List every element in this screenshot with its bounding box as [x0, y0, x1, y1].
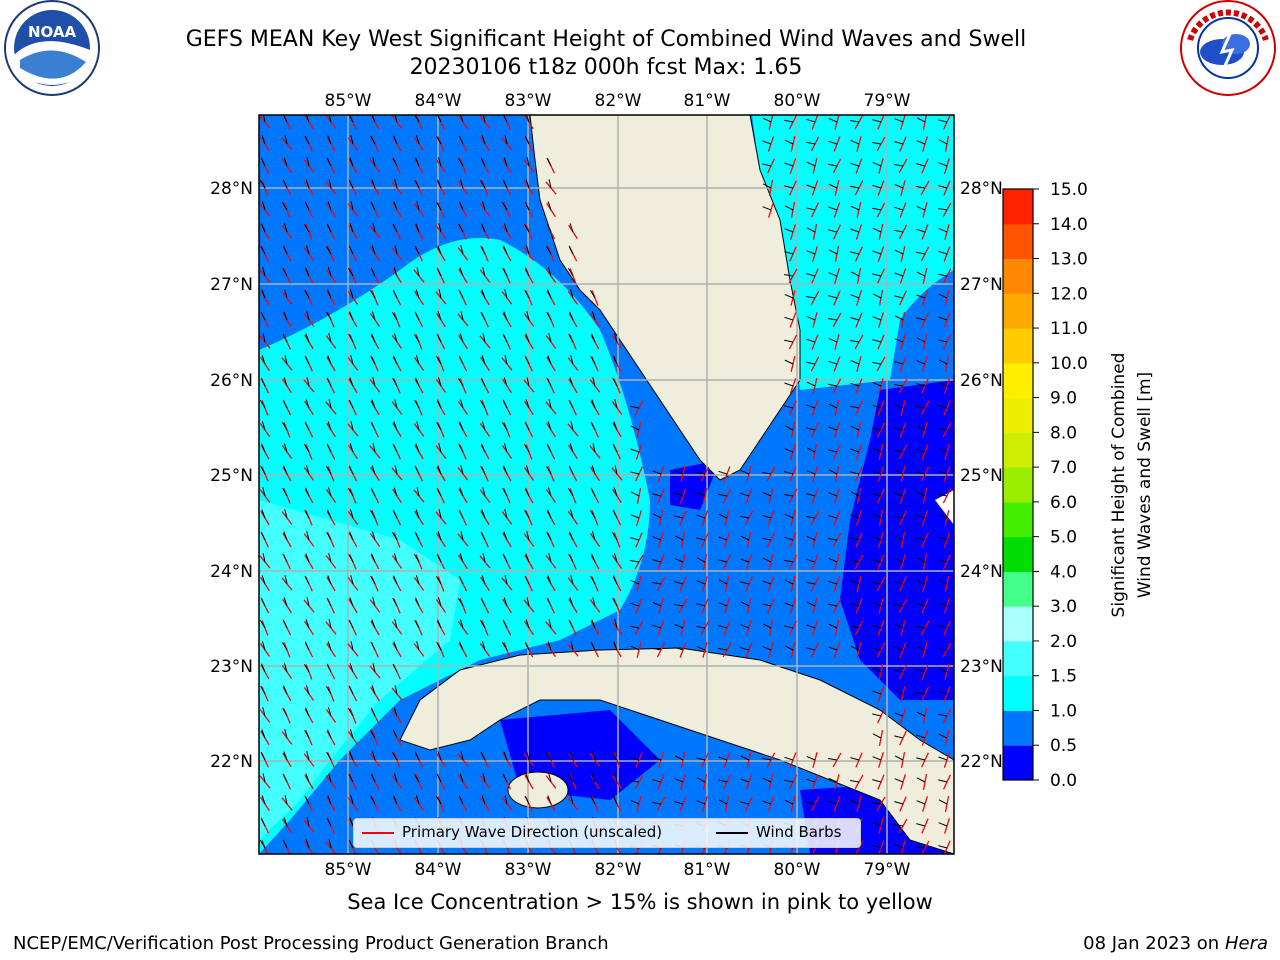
credit-left: NCEP/EMC/Verification Post Processing Pr… [13, 933, 609, 954]
lon-label-bottom: 82°W [595, 860, 642, 880]
lon-label-top: 79°W [864, 91, 911, 111]
lat-label-right: 26°N [960, 371, 1003, 391]
credit-right: 08 Jan 2023 on Hera [1083, 933, 1268, 954]
sea-ice-note: Sea Ice Concentration > 15% is shown in … [347, 890, 933, 914]
colorbar-tick-label: 6.0 [1050, 493, 1077, 513]
credit-date: 08 Jan 2023 on [1083, 933, 1225, 954]
lon-label-top: 85°W [325, 91, 372, 111]
noaa-logo-text: NOAA [28, 23, 77, 41]
colorbar-segment [1003, 536, 1033, 572]
lat-label-left: 22°N [210, 752, 253, 772]
colorbar-segment [1003, 189, 1033, 225]
lat-label-left: 25°N [210, 466, 253, 486]
colorbar-tick-label: 8.0 [1050, 423, 1077, 443]
legend-barb-label: Wind Barbs [756, 823, 842, 841]
colorbar-tick-label: 9.0 [1050, 389, 1077, 409]
colorbar-segment [1003, 571, 1033, 607]
lon-label-top: 82°W [595, 91, 642, 111]
colorbar-tick-label: 0.5 [1050, 736, 1077, 756]
lon-label-top: 83°W [505, 91, 552, 111]
lon-label-bottom: 81°W [684, 860, 731, 880]
lat-label-right: 25°N [960, 466, 1003, 486]
colorbar-tick-label: 4.0 [1050, 562, 1077, 582]
colorbar-segment [1003, 362, 1033, 399]
colorbar-tick-label: 5.0 [1050, 528, 1077, 548]
colorbar-tick-label: 2.0 [1050, 632, 1077, 652]
colorbar-tick-label: 12.0 [1050, 284, 1088, 304]
colorbar-segment [1003, 501, 1033, 538]
lat-label-right: 27°N [960, 275, 1003, 295]
lat-label-left: 23°N [210, 657, 253, 677]
lat-label-left: 26°N [210, 371, 253, 391]
barb-line-icon [716, 831, 748, 834]
lat-label-left: 24°N [210, 562, 253, 582]
colorbar-segment [1003, 640, 1033, 677]
colorbar-segment [1003, 745, 1033, 781]
colorbar-tick-label: 7.0 [1050, 458, 1077, 478]
legend-wave-entry: Primary Wave Direction (unscaled) [362, 823, 662, 841]
lat-label-right: 23°N [960, 657, 1003, 677]
colorbar-tick-label: 10.0 [1050, 354, 1088, 374]
colorbar-tick-label: 3.0 [1050, 597, 1077, 617]
colorbar-tick-label: 11.0 [1050, 319, 1088, 339]
lon-label-bottom: 85°W [325, 860, 372, 880]
colorbar-segment [1003, 328, 1033, 364]
colorbar-tick-label: 1.5 [1050, 667, 1077, 687]
chart-title: GEFS MEAN Key West Significant Height of… [185, 27, 1027, 52]
wave-line-icon [362, 831, 394, 834]
colorbar-tick-label: 14.0 [1050, 215, 1088, 235]
legend-wave-label: Primary Wave Direction (unscaled) [402, 823, 663, 841]
lon-label-bottom: 83°W [505, 860, 552, 880]
colorbar-segment [1003, 258, 1033, 294]
colorbar-segment [1003, 223, 1033, 260]
lat-label-left: 27°N [210, 275, 253, 295]
colorbar-segment [1003, 467, 1033, 503]
lat-label-right: 22°N [960, 752, 1003, 772]
noaa-logo: NOAA [4, 0, 100, 96]
colorbar-segment [1003, 675, 1033, 711]
chart-subtitle: 20230106 t18z 000h fcst Max: 1.65 [409, 55, 803, 80]
map-legend: Primary Wave Direction (unscaled) Wind B… [353, 818, 861, 848]
colorbar-segment [1003, 293, 1033, 329]
lat-label-left: 28°N [210, 179, 253, 199]
credit-host: Hera [1224, 933, 1268, 954]
lat-label-right: 28°N [960, 179, 1003, 199]
colorbar-segment [1003, 710, 1033, 746]
lon-label-bottom: 79°W [864, 860, 911, 880]
lon-label-bottom: 80°W [774, 860, 821, 880]
lat-label-right: 24°N [960, 562, 1003, 582]
colorbar-tick-label: 1.0 [1050, 701, 1077, 721]
colorbar-label-line2: Wind Waves and Swell [m] [1135, 372, 1155, 598]
colorbar-tick-label: 15.0 [1050, 180, 1088, 200]
colorbar-segment [1003, 606, 1033, 642]
colorbar-segment [1003, 397, 1033, 433]
nws-logo [1180, 0, 1276, 96]
legend-barb-entry: Wind Barbs [716, 823, 841, 841]
colorbar: 0.0 0.5 1.0 1.5 2.0 3.0 4.0 5.0 6.0 7.0 8.0 9.0 10.0… [1002, 180, 1088, 791]
lon-label-top: 84°W [415, 91, 462, 111]
lon-label-top: 81°W [684, 91, 731, 111]
map-area [259, 115, 954, 854]
lon-label-top: 80°W [774, 91, 821, 111]
colorbar-tick-label: 0.0 [1050, 771, 1077, 791]
colorbar-segment [1003, 432, 1033, 468]
colorbar-label-line1: Significant Height of Combined [1109, 353, 1129, 618]
lon-label-bottom: 84°W [415, 860, 462, 880]
colorbar-tick-label: 13.0 [1050, 250, 1088, 270]
